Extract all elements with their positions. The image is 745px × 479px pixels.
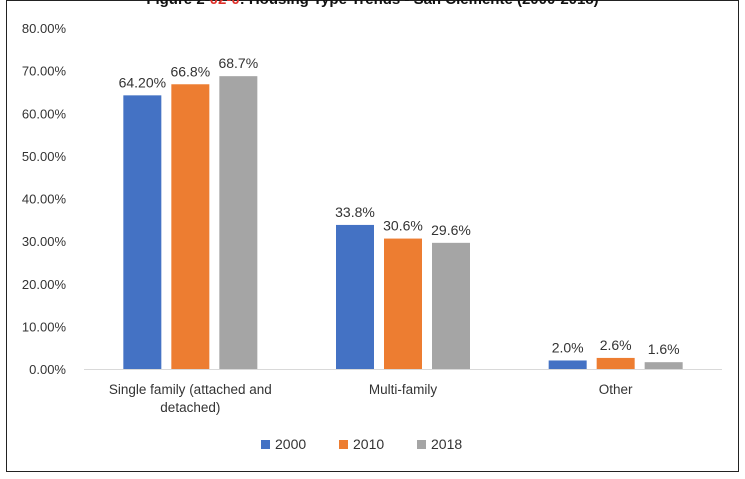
bar-2018 [432, 242, 470, 369]
bar-2018 [219, 76, 258, 369]
data-label: 30.6% [383, 218, 423, 234]
y-tick-label: 0.00% [29, 362, 66, 377]
data-label: 33.8% [335, 204, 375, 220]
category-label: Single family (attached and [109, 382, 272, 397]
data-label: 29.6% [431, 222, 471, 238]
category-label: Multi-family [369, 382, 438, 397]
y-tick-label: 80.00% [22, 21, 67, 36]
bar-2010 [596, 357, 635, 369]
legend-label: 2018 [431, 436, 462, 452]
data-label: 68.7% [218, 55, 258, 71]
bar-2000 [123, 95, 162, 369]
y-tick-label: 20.00% [22, 277, 67, 292]
y-tick-label: 30.00% [22, 234, 67, 249]
data-label: 66.8% [170, 63, 210, 79]
y-tick-label: 10.00% [22, 319, 67, 334]
data-label: 1.6% [648, 341, 680, 357]
bar-2010 [384, 238, 422, 369]
legend-label: 2000 [275, 436, 306, 452]
category-label: detached) [160, 400, 220, 415]
data-label: 64.20% [119, 74, 166, 90]
data-label: 2.6% [600, 337, 632, 353]
chart-title: Figure 2-02-0: Housing Type Trends - San… [0, 0, 745, 8]
bar-2010 [171, 84, 210, 369]
legend-swatch-2010 [339, 440, 348, 449]
category-label: Other [599, 382, 633, 397]
data-label: 2.0% [552, 339, 584, 355]
bar-2018 [644, 362, 683, 369]
bar-2000 [548, 360, 587, 369]
bar-2000 [336, 224, 374, 369]
legend-swatch-2000 [261, 440, 270, 449]
y-tick-label: 70.00% [22, 64, 67, 79]
y-tick-label: 50.00% [22, 149, 67, 164]
y-tick-label: 60.00% [22, 106, 67, 121]
legend-swatch-2018 [417, 440, 426, 449]
legend-label: 2010 [353, 436, 384, 452]
y-tick-label: 40.00% [22, 192, 67, 207]
